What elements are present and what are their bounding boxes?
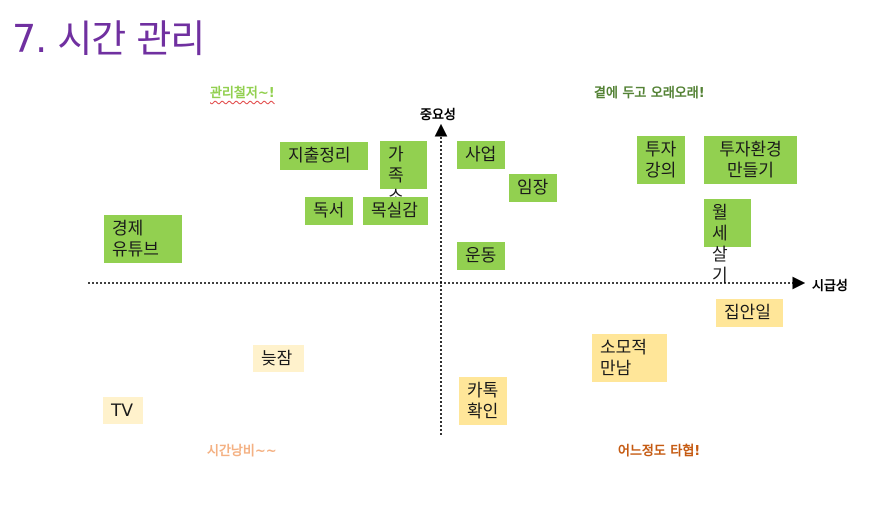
note-dokseo: 독서 xyxy=(305,197,353,225)
note-katok: 카톡 확인 xyxy=(459,377,507,425)
note-saeop: 사업 xyxy=(457,141,505,169)
x-axis-label: 시급성 xyxy=(812,279,848,294)
quadrant-label-bottom-left: 시간낭비~~ xyxy=(207,444,277,459)
page-title: 7. 시간 관리 xyxy=(12,17,205,61)
y-axis-label: 중요성 xyxy=(420,108,456,123)
note-jichul: 지출정리 xyxy=(280,142,368,170)
note-gajok: 가족 소통 xyxy=(380,141,427,228)
note-wolse: 월세 살기 xyxy=(704,199,751,286)
quadrant-label-top-right: 곁에 두고 오래오래! xyxy=(594,86,705,101)
note-tuja-gangui: 투자 강의 xyxy=(637,136,685,184)
note-imjang: 임장 xyxy=(509,174,557,202)
note-somojeok: 소모적 만남 xyxy=(592,334,667,382)
quadrant-label-top-left: 관리철저~! xyxy=(210,86,275,101)
quadrant-label-bottom-right: 어느정도 타협! xyxy=(618,444,701,459)
note-moksil: 목실감 xyxy=(363,197,428,225)
note-neujjam: 늦잠 xyxy=(253,345,304,372)
note-jibanil: 집안일 xyxy=(716,299,783,327)
note-undong: 운동 xyxy=(457,242,505,270)
note-tv: TV xyxy=(103,397,143,424)
note-tuja-hwangyeong: 투자환경 만들기 xyxy=(704,136,797,184)
note-gyeongje: 경제 유튜브 xyxy=(104,215,182,263)
